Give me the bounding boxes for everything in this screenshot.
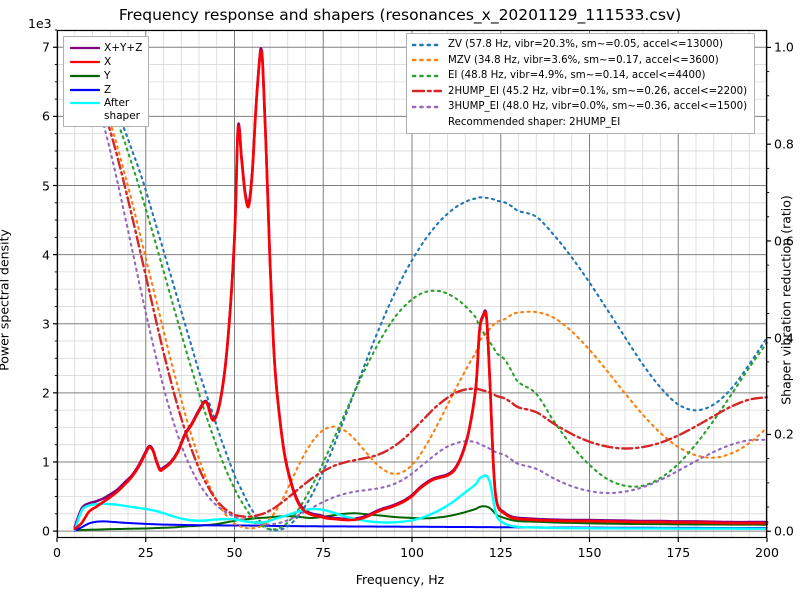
series-x [73,49,769,531]
y-left-tick-4: 4 [42,247,50,263]
legend-item-shaper-4[interactable]: 3HUMP_EI (48.0 Hz, vibr=0.0%, sm~=0.36, … [412,99,747,115]
legend-item-shaper-1[interactable]: MZV (34.8 Hz, vibr=3.6%, sm~=0.17, accel… [412,53,747,69]
y-right-tick-0.0: 0.0 [774,523,794,539]
x-tick-200: 200 [755,545,779,560]
legend-item-shaper-3[interactable]: 2HUMP_EI (45.2 Hz, vibr=0.1%, sm~=0.26, … [412,84,747,100]
legend-label: X+Y+Z [104,41,143,54]
x-tick-25: 25 [137,545,154,560]
legend-label: 3HUMP_EI (48.0 Hz, vibr=0.0%, sm~=0.36, … [448,101,748,113]
x-tick-50: 50 [226,545,243,560]
series-ei [73,46,769,531]
series-3hump-ei [73,46,769,526]
legend-label: EI (48.8 Hz, vibr=4.9%, sm~=0.14, accel<… [448,70,706,82]
y-left-tick-5: 5 [42,178,50,193]
legend-swatch-psd-xyz [70,42,100,54]
y-left-tick-0: 0 [42,523,50,539]
series-after-shaper [73,474,769,532]
y-left-tick-1: 1 [42,454,50,470]
y-left-tick-7: 7 [42,39,50,55]
legend-label: X [104,55,112,68]
x-tick-0: 0 [53,545,61,560]
y-right-tick-1.0: 1.0 [774,39,794,55]
legend-swatch-shaper-2 [412,70,442,82]
x-tick-150: 150 [577,545,602,560]
legend-swatch-shaper-0 [412,39,442,51]
series-mzv [73,46,769,530]
recommended-shaper-note: Recommended shaper: 2HUMP_EI [448,116,621,128]
legend-swatch-psd-after-shaper [70,97,100,109]
legend-item-shaper-0[interactable]: ZV (57.8 Hz, vibr=20.3%, sm~=0.05, accel… [412,37,747,53]
series-z [73,520,768,532]
legend-swatch-shaper-3 [412,85,442,97]
axes-spines [56,29,768,539]
legend-label: Y [104,69,111,82]
legend-label: 2HUMP_EI (45.2 Hz, vibr=0.1%, sm~=0.26, … [448,85,748,97]
legend-item-psd-xyz[interactable]: X+Y+Z [70,41,142,55]
legend-item-psd-x[interactable]: X [70,55,142,69]
y-right-tick-0.6: 0.6 [774,233,794,249]
y-left-tick-6: 6 [42,108,50,124]
tick-marks [53,29,771,542]
legend-swatch-psd-x [70,56,100,68]
y-axis-offset-label: 1e3 [28,16,52,31]
y-right-tick-0.8: 0.8 [774,136,794,152]
x-tick-175: 175 [666,545,691,560]
legend-swatch-psd-y [70,70,100,82]
y-axis-left-label: Power spectral density [0,229,12,371]
y-left-tick-2: 2 [42,385,50,401]
legend-swatch-shaper-4 [412,101,442,113]
legend-item-psd-y[interactable]: Y [70,69,142,83]
legend-signals: X+Y+Z X Y Z After shaper [63,36,150,127]
legend-swatch-shaper-1 [412,54,442,66]
x-axis-label: Frequency, Hz [355,572,445,587]
x-tick-100: 100 [400,545,424,560]
legend-label: After shaper [104,97,141,122]
legend-label: Z [104,83,112,96]
legend-item-psd-z[interactable]: Z [70,83,142,97]
y-right-tick-0.4: 0.4 [774,330,794,346]
y-axis-right-label: Shaper vibration reduction (ratio) [778,195,794,405]
y-left-tick-3: 3 [42,316,50,332]
legend-swatch-psd-z [70,84,100,96]
legend-label: ZV (57.8 Hz, vibr=20.3%, sm~=0.05, accel… [448,39,723,51]
legend-item-shaper-2[interactable]: EI (48.8 Hz, vibr=4.9%, sm~=0.14, accel<… [412,68,747,84]
legend-label: MZV (34.8 Hz, vibr=3.6%, sm~=0.17, accel… [448,54,719,66]
y-right-tick-0.2: 0.2 [774,426,794,442]
x-tick-125: 125 [488,545,513,560]
page-title: Frequency response and shapers (resonanc… [118,6,682,24]
legend-shapers: ZV (57.8 Hz, vibr=20.3%, sm~=0.05, accel… [406,33,756,134]
x-tick-75: 75 [315,545,332,560]
series-2hump-ei [73,46,769,518]
legend-item-psd-after-shaper[interactable]: After shaper [70,97,142,122]
